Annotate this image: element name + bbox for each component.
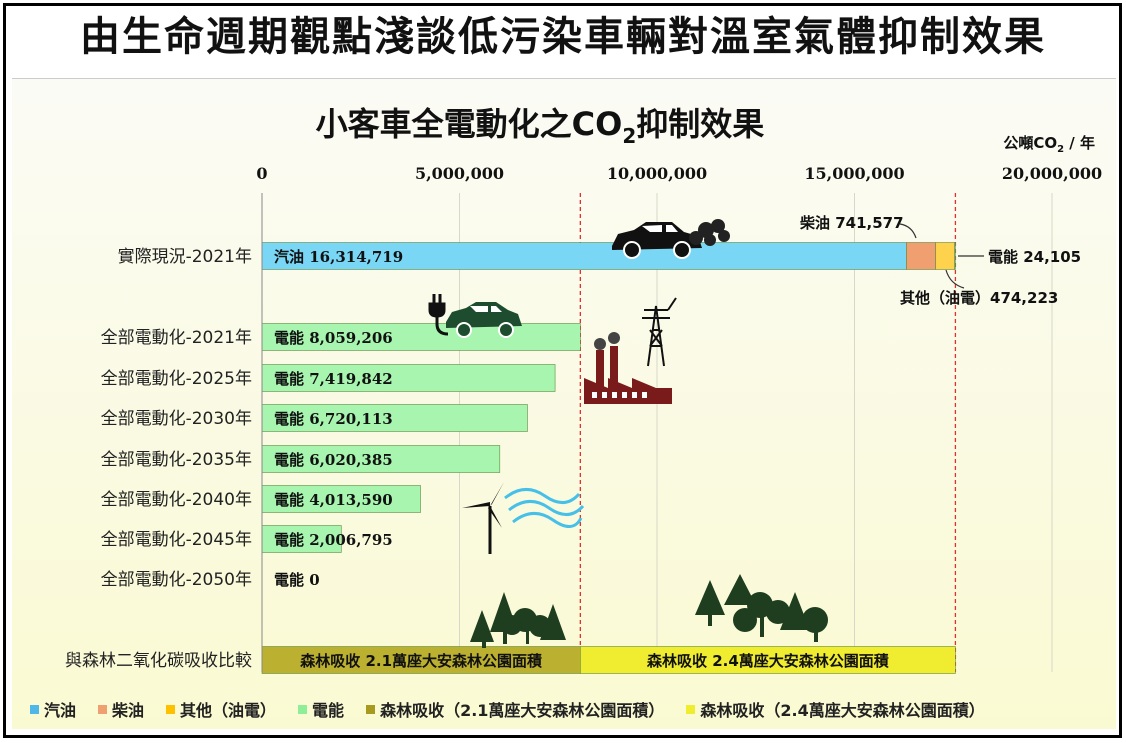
x-tick-label: 0 — [256, 164, 267, 183]
bar-value-label: 電能 6,020,385 — [274, 451, 393, 469]
bar-segment — [261, 646, 581, 674]
category-label: 全部電動化-2025年 — [101, 369, 252, 389]
legend-swatch — [30, 704, 39, 714]
chart-title-subscript: 2 — [622, 124, 636, 148]
bar-segment — [580, 646, 956, 674]
legend-swatch — [686, 704, 696, 714]
bar-value-label: 電能 6,720,113 — [274, 410, 393, 428]
bar-segment — [261, 323, 581, 351]
category-label: 全部電動化-2030年 — [101, 409, 252, 429]
electric-car-icon — [428, 294, 522, 338]
chart-title: 小客車全電動化之CO2抑制效果 — [316, 105, 765, 148]
wind-turbine-icon — [462, 482, 504, 554]
legend-item: 其他（油電） — [166, 697, 276, 721]
legend-swatch — [98, 704, 108, 714]
unit-subscript: 2 — [1057, 144, 1064, 155]
reference-lines — [579, 193, 957, 672]
category-label: 實際現況-2021年 — [118, 247, 252, 267]
legend-label: 電能 — [312, 701, 345, 720]
bar-value-label: 電能 0 — [274, 571, 320, 589]
legend-label: 森林吸收（2.1萬座大安森林公園面積） — [380, 701, 665, 720]
legend-item: 電能 — [298, 697, 344, 721]
x-axis-ticks: 0 5,000,000 10,000,000 15,000,000 20,000,000 — [256, 164, 1102, 183]
x-tick-label: 5,000,000 — [415, 164, 504, 183]
bar-segment — [261, 404, 528, 432]
category-label: 全部電動化-2045年 — [101, 530, 252, 550]
power-tower-icon — [642, 297, 677, 367]
callout-hybrid: 其他（油電）474,223 — [900, 289, 1058, 307]
legend-item: 森林吸收（2.1萬座大安森林公園面積） — [366, 697, 664, 721]
category-labels: 實際現況-2021年全部電動化-2021年全部電動化-2025年全部電動化-20… — [65, 247, 252, 671]
category-label: 與森林二氧化碳吸收比較 — [65, 651, 252, 671]
bar-value-label: 電能 2,006,795 — [274, 531, 393, 549]
callout-diesel-leader — [899, 223, 917, 239]
bar-segment — [261, 445, 501, 473]
bar-segment — [261, 242, 907, 270]
bar-segment — [261, 525, 342, 553]
legend: 汽油 柴油 其他（油電） 電能 森林吸收（2.1萬座大安森林公園面積） 森林吸收（2.4萬… — [30, 698, 1007, 720]
callout-electric: 電能 24,105 — [988, 248, 1081, 266]
x-tick-label: 20,000,000 — [1002, 164, 1102, 183]
category-label: 全部電動化-2050年 — [101, 570, 252, 590]
x-tick-label: 15,000,000 — [804, 164, 904, 183]
forest-label: 森林吸收 2.4萬座大安森林公園面積 — [647, 652, 890, 670]
category-label: 全部電動化-2021年 — [101, 328, 252, 348]
bar-value-label: 電能 4,013,590 — [274, 491, 393, 509]
chart-panel — [12, 78, 1116, 729]
bar-segment — [935, 242, 955, 270]
wind-waves-icon — [504, 488, 585, 528]
bar-segment — [906, 242, 937, 270]
legend-label: 柴油 — [112, 701, 145, 720]
legend-label: 森林吸收（2.4萬座大安森林公園面積） — [700, 701, 985, 720]
category-label: 全部電動化-2040年 — [101, 490, 252, 510]
bar-value-label: 電能 7,419,842 — [274, 370, 393, 388]
legend-swatch — [166, 704, 176, 714]
legend-label: 其他（油電） — [180, 701, 277, 720]
unit-rest: / 年 — [1064, 134, 1095, 152]
unit-label: 公噸CO2 / 年 — [1003, 134, 1095, 155]
legend-item: 柴油 — [98, 697, 144, 721]
legend-item: 汽油 — [30, 697, 76, 721]
page-title: 由生命週期觀點淺談低污染車輛對溫室氣體抑制效果 — [80, 14, 1046, 60]
bar-labels: 汽油 16,314,719 電能 8,059,206 電能 7,419,842 電能 … — [274, 248, 890, 670]
gasoline-car-icon — [612, 222, 702, 259]
callout-diesel: 柴油 741,577 — [799, 214, 904, 232]
bar-value-label: 汽油 16,314,719 — [274, 248, 403, 266]
bar-value-label: 電能 8,059,206 — [274, 329, 393, 347]
factory-icon — [584, 332, 672, 404]
forest-trees-icon — [470, 574, 828, 648]
category-label: 全部電動化-2035年 — [101, 450, 252, 470]
forest-label: 森林吸收 2.1萬座大安森林公園面積 — [300, 652, 543, 670]
legend-swatch — [298, 704, 308, 714]
legend-swatch — [366, 704, 376, 714]
bar-segment — [261, 364, 556, 392]
bars — [261, 242, 956, 674]
x-tick-label: 10,000,000 — [607, 164, 707, 183]
callout-hybrid-leader — [945, 269, 965, 289]
chart-title-rest: 抑制效果 — [636, 105, 764, 143]
callouts: 柴油 741,577 電能 24,105 其他（油電）474,223 — [799, 214, 1081, 307]
legend-label: 汽油 — [44, 701, 77, 720]
grid-lines — [459, 193, 1053, 672]
bar-segment — [954, 242, 956, 270]
legend-item: 森林吸收（2.4萬座大安森林公園面積） — [686, 697, 985, 721]
exhaust-smoke-icon — [689, 219, 730, 246]
